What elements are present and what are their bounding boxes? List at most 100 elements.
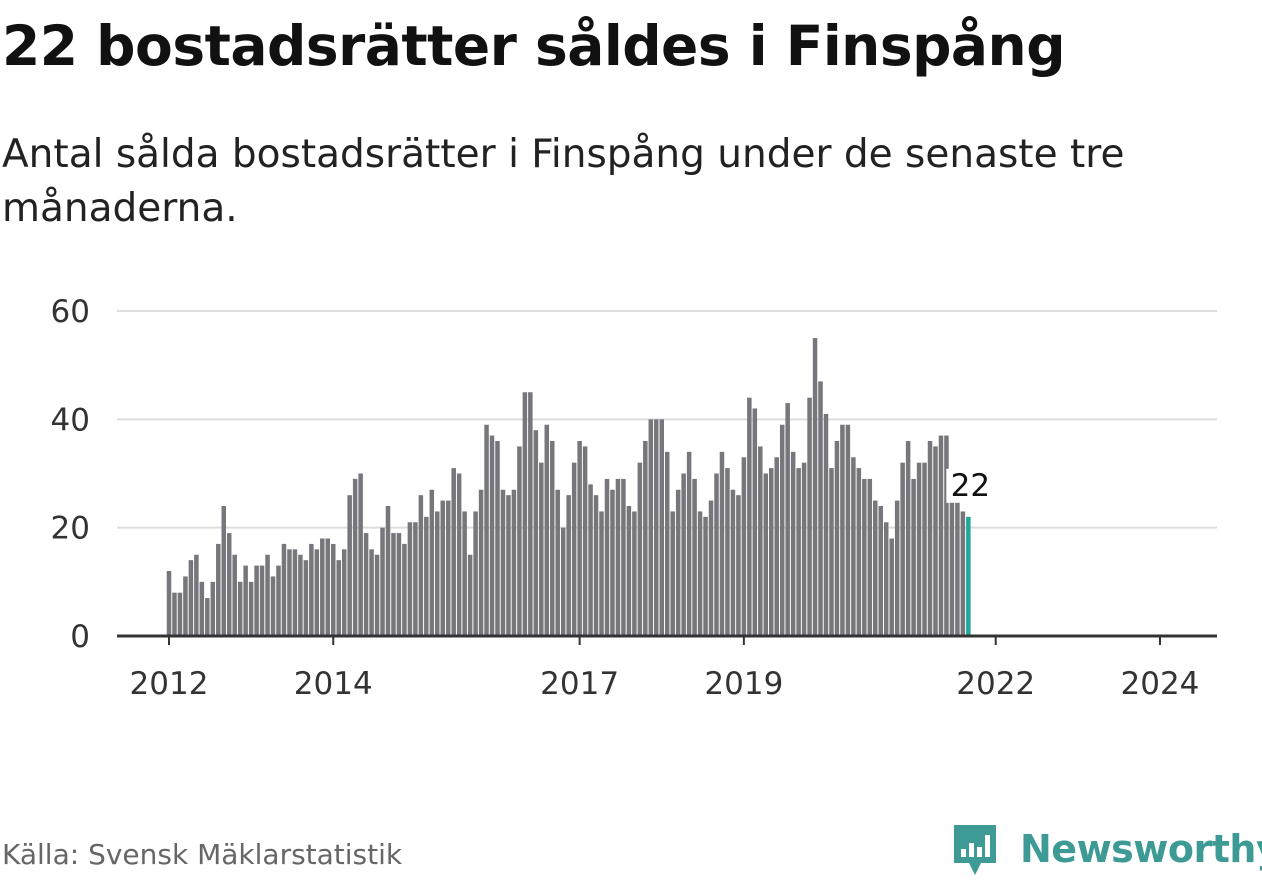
data-bar xyxy=(889,538,894,636)
data-bar xyxy=(265,554,270,636)
chart-subtitle: Antal sålda bostadsrätter i Finspång und… xyxy=(2,132,1125,231)
data-bar xyxy=(555,489,560,636)
data-bar xyxy=(769,468,774,636)
x-tick-label: 2019 xyxy=(704,666,783,702)
data-bar xyxy=(309,543,314,636)
data-bar xyxy=(615,478,621,636)
data-bar xyxy=(960,511,966,636)
data-bar xyxy=(593,495,599,636)
data-bar xyxy=(823,413,829,636)
data-bar xyxy=(900,462,905,636)
data-bar xyxy=(254,565,259,636)
y-tick-label: 40 xyxy=(51,402,90,438)
data-bar xyxy=(927,441,933,636)
data-bar xyxy=(369,549,374,636)
data-bar xyxy=(199,581,205,636)
data-bar xyxy=(325,538,331,636)
data-bar xyxy=(391,533,396,636)
data-bar xyxy=(894,500,900,636)
data-bar xyxy=(829,468,834,636)
data-bar xyxy=(566,495,571,636)
data-bar xyxy=(385,506,391,636)
data-bar xyxy=(303,560,309,636)
data-bar xyxy=(374,554,380,636)
data-bar xyxy=(878,506,883,636)
data-bar xyxy=(462,511,467,636)
data-bar xyxy=(445,500,451,636)
data-bar xyxy=(577,441,582,636)
data-bar xyxy=(506,495,511,636)
data-bar xyxy=(626,506,632,636)
y-tick-label: 60 xyxy=(51,294,90,330)
data-bar xyxy=(697,511,703,636)
data-bar xyxy=(862,478,867,636)
data-bar xyxy=(243,565,248,636)
data-bar xyxy=(610,489,615,636)
data-bar xyxy=(774,457,779,636)
data-bar xyxy=(237,581,243,636)
data-bar xyxy=(856,468,862,636)
data-bar xyxy=(478,489,484,636)
data-bar xyxy=(938,435,944,636)
data-bar xyxy=(281,543,287,636)
data-bar xyxy=(533,430,539,636)
data-bar xyxy=(363,533,369,636)
x-tick-label: 2012 xyxy=(130,666,209,702)
data-bar xyxy=(801,462,807,636)
data-bar xyxy=(845,424,851,636)
data-bar xyxy=(188,560,194,636)
data-bar xyxy=(511,489,517,636)
data-bar xyxy=(221,506,226,636)
data-bar xyxy=(752,408,758,636)
x-tick-label: 2022 xyxy=(956,666,1035,702)
data-bar xyxy=(703,516,708,636)
last-value-label: 22 xyxy=(951,468,990,504)
data-bar xyxy=(621,478,626,636)
data-bar xyxy=(714,473,719,636)
data-bar xyxy=(287,549,292,636)
data-bar xyxy=(730,489,736,636)
data-bar xyxy=(435,511,440,636)
data-bar xyxy=(955,500,960,636)
x-tick-label: 2024 xyxy=(1121,666,1200,702)
data-bar xyxy=(407,522,413,636)
data-bar xyxy=(528,392,533,636)
data-bar xyxy=(905,441,911,636)
x-tick-label: 2017 xyxy=(540,666,619,702)
data-bar xyxy=(867,478,873,636)
data-bar xyxy=(725,468,730,636)
data-bar xyxy=(544,424,550,636)
data-bar xyxy=(495,441,500,636)
data-bar xyxy=(166,571,172,636)
data-bar xyxy=(790,451,796,636)
data-bar xyxy=(259,565,265,636)
data-bar xyxy=(489,435,495,636)
source-note: Källa: Svensk Mäklarstatistik xyxy=(2,838,403,871)
data-bar xyxy=(758,446,763,636)
data-bar xyxy=(648,419,654,636)
data-bar xyxy=(347,495,352,636)
data-bar xyxy=(550,441,555,636)
data-bar xyxy=(681,473,686,636)
data-bar xyxy=(582,446,588,636)
data-bar xyxy=(840,424,845,636)
data-bar xyxy=(539,462,544,636)
data-bar xyxy=(933,446,938,636)
data-bar xyxy=(298,554,303,636)
data-bar xyxy=(276,565,281,636)
data-bar xyxy=(818,381,823,636)
data-bar xyxy=(500,489,506,636)
page-title: 22 bostadsrätter såldes i Finspång xyxy=(2,14,1066,78)
data-bar xyxy=(911,478,916,636)
data-bar xyxy=(418,495,424,636)
data-bar xyxy=(796,468,801,636)
data-bar xyxy=(763,473,769,636)
data-bar xyxy=(473,511,478,636)
data-bar xyxy=(402,543,407,636)
data-bar xyxy=(429,489,435,636)
data-bar xyxy=(396,533,402,636)
data-bar xyxy=(183,576,188,636)
data-bar xyxy=(248,581,254,636)
data-bar xyxy=(292,549,298,636)
data-bar xyxy=(352,478,358,636)
